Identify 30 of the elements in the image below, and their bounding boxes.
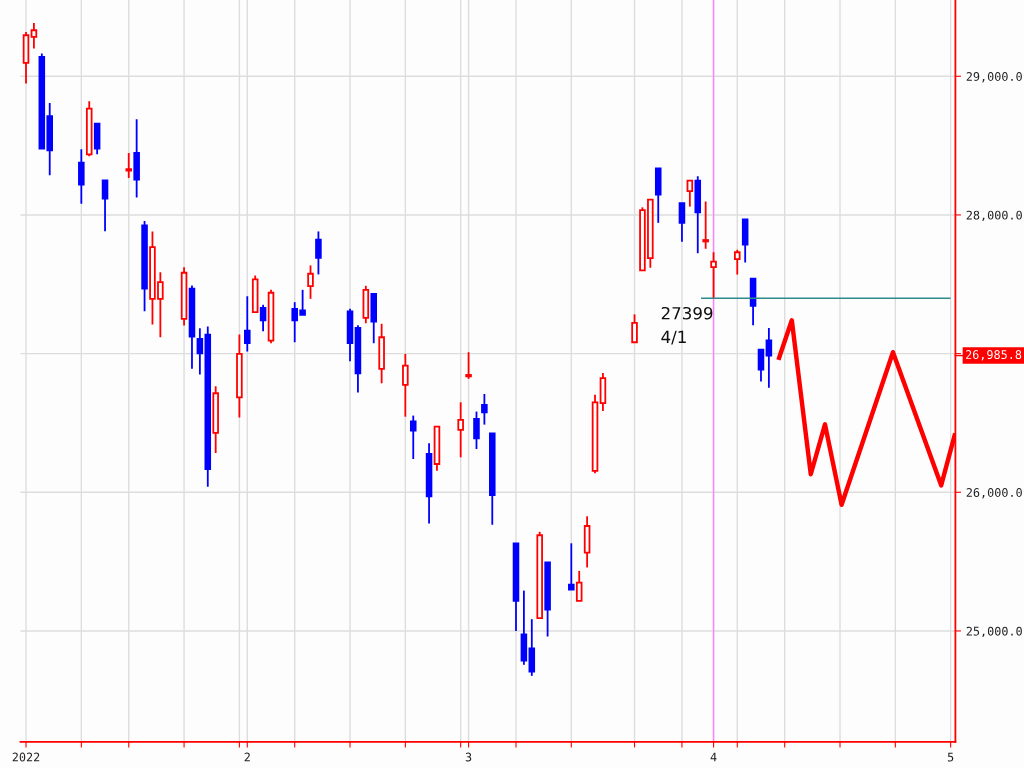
- x-tick-label: 2022: [12, 752, 40, 762]
- candlestick: [236, 333, 243, 419]
- candlestick: [212, 385, 219, 454]
- candlestick: [481, 393, 488, 426]
- y-tick-label: 25,000.0: [966, 626, 1022, 638]
- x-tick-label: 4: [710, 752, 717, 762]
- candlestick: [180, 266, 188, 327]
- candlestick: [583, 515, 591, 569]
- candlestick: [694, 175, 702, 255]
- y-tick-label: 28,000.0: [966, 210, 1022, 222]
- candlestick: [457, 401, 464, 459]
- candlestick: [244, 295, 251, 353]
- candlestick: [133, 118, 140, 199]
- candlestick: [196, 327, 204, 376]
- candlestick: [702, 200, 709, 250]
- ref-line-label: 26,985.8: [965, 350, 1022, 361]
- y-tick-label: 26,000.0: [966, 488, 1022, 499]
- candlestick: [125, 152, 133, 179]
- y-tick-label: 29,000.0: [966, 72, 1022, 83]
- candlestick: [204, 325, 212, 488]
- candlestick: [765, 327, 773, 389]
- x-tick-label: 5: [947, 752, 954, 762]
- x-tick-label: 3: [465, 752, 472, 762]
- candlestick: [378, 322, 385, 385]
- x-tick-label: 2: [244, 752, 250, 762]
- candlestick: [402, 352, 409, 418]
- candlestick: [425, 442, 433, 525]
- candlestick: [30, 21, 38, 50]
- annotation: 27399 4/1: [661, 306, 713, 345]
- candlestick: [78, 148, 85, 205]
